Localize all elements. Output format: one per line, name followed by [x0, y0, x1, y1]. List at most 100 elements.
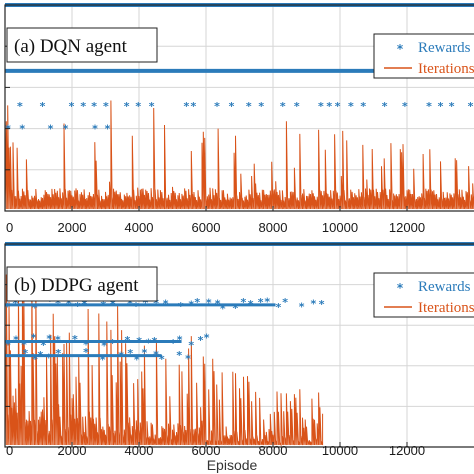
- rewards-point: *: [4, 300, 10, 313]
- rewards-point: *: [204, 332, 210, 345]
- rewards-point: *: [149, 100, 155, 113]
- rewards-point: *: [127, 298, 133, 311]
- panel-title: (b) DDPG agent: [14, 275, 139, 296]
- rewards-point: *: [101, 339, 107, 352]
- panel-title: (a) DQN agent: [14, 36, 128, 57]
- rewards-point: *: [55, 334, 61, 347]
- x-tick-label: 6000: [192, 443, 221, 458]
- legend-iterations-label: Iterations: [418, 61, 474, 77]
- rewards-point: *: [83, 346, 89, 359]
- x-tick-label: 10000: [322, 443, 358, 458]
- rewards-point: *: [159, 353, 165, 366]
- rewards-point: *: [194, 296, 200, 309]
- rewards-point: *: [91, 100, 97, 113]
- legend-rewards-label: Rewards: [418, 279, 471, 295]
- legend-rewards-icon: *: [397, 281, 404, 295]
- panel-dqn: **********************************020004…: [4, 3, 474, 235]
- rewards-point: *: [12, 297, 18, 310]
- rewards-point: *: [170, 337, 176, 350]
- rewards-point: *: [188, 298, 194, 311]
- rewards-point: *: [105, 123, 111, 136]
- x-tick-label: 12000: [389, 220, 425, 235]
- rewards-point: *: [258, 296, 264, 309]
- rewards-point: *: [215, 297, 221, 310]
- rewards-point: *: [75, 300, 81, 313]
- rewards-point: *: [83, 339, 89, 352]
- rewards-point: *: [145, 336, 151, 349]
- x-tick-label: 8000: [259, 220, 288, 235]
- rewards-point: *: [184, 100, 190, 113]
- rewards-point: *: [110, 337, 116, 350]
- rewards-point: *: [124, 100, 130, 113]
- rewards-point: *: [335, 100, 341, 113]
- rewards-point: *: [110, 298, 116, 311]
- rewards-point: *: [134, 353, 140, 366]
- rewards-point: *: [188, 339, 194, 352]
- rewards-point: *: [133, 300, 139, 313]
- panel-title-box: (a) DQN agent: [6, 27, 158, 63]
- rewards-point: *: [127, 347, 133, 360]
- rewards-point: *: [118, 349, 124, 362]
- rewards-point: *: [276, 301, 282, 314]
- rewards-point: *: [82, 298, 88, 311]
- legend: * Rewards Iterations: [373, 33, 474, 79]
- panel-ddpg: * * * * * * * * * * * * * * * * * * * * * * * * * * * * * ** * *** * * * * *…: [4, 242, 474, 473]
- rewards-point: *: [153, 297, 159, 310]
- rewards-point: *: [32, 353, 38, 366]
- rewards-point: *: [360, 100, 366, 113]
- rewards-point: *: [5, 339, 11, 352]
- rewards-point: *: [40, 100, 46, 113]
- rewards-point: *: [13, 334, 19, 347]
- rewards-point: *: [151, 335, 157, 348]
- plot-area: [4, 243, 474, 448]
- rewards-point: *: [80, 100, 86, 113]
- x-tick-label: 4000: [125, 220, 154, 235]
- legend-rewards-icon: *: [397, 42, 404, 56]
- rewards-point: *: [468, 100, 474, 113]
- rewards-point: *: [241, 296, 247, 309]
- x-tick-label: 0: [6, 220, 13, 235]
- rewards-point: *: [153, 348, 159, 361]
- rewards-point: *: [125, 334, 131, 347]
- legend-rewards-label: Rewards: [418, 40, 471, 56]
- rewards-point: *: [402, 100, 408, 113]
- rewards-point: *: [21, 339, 27, 352]
- rewards-point: *: [220, 302, 226, 315]
- x-tick-label: 8000: [259, 443, 288, 458]
- rewards-point: *: [72, 333, 78, 346]
- x-axis: 0 2000 4000 6000 8000 10000 12000: [4, 442, 425, 458]
- rewards-point: *: [280, 100, 286, 113]
- x-axis: 0 2000 4000 6000 8000 10000 12000: [4, 206, 425, 235]
- rewards-point: *: [438, 100, 444, 113]
- rewards-point: *: [163, 298, 169, 311]
- rewards-point: *: [382, 100, 388, 113]
- rewards-point: *: [178, 300, 184, 313]
- rewards-point: *: [264, 295, 270, 308]
- rewards-point: *: [17, 100, 23, 113]
- title-frame: [6, 266, 158, 302]
- rewards-point: *: [37, 349, 43, 362]
- legend-frame: [373, 33, 474, 79]
- rewards-point: *: [185, 353, 191, 366]
- rewards-point: *: [22, 347, 28, 360]
- x-tick-label: 4000: [125, 443, 154, 458]
- rewards-point: *: [32, 301, 38, 314]
- rewards-point: *: [206, 297, 212, 310]
- rewards-point: *: [31, 332, 37, 345]
- rewards-point: *: [136, 335, 142, 348]
- plot-area: [4, 4, 474, 212]
- rewards-point: *: [143, 297, 149, 310]
- rewards-point: *: [294, 100, 300, 113]
- rewards-point: *: [326, 100, 332, 113]
- rewards-point: *: [48, 123, 54, 136]
- legend: * Rewards Iterations: [373, 272, 474, 318]
- rewards-point: *: [19, 123, 25, 136]
- rewards-point: *: [55, 297, 61, 310]
- rewards-point: *: [449, 100, 455, 113]
- rewards-point: *: [198, 334, 204, 347]
- rewards-point: *: [100, 299, 106, 312]
- rewards-point: *: [248, 298, 254, 311]
- rewards-point: *: [258, 100, 264, 113]
- rewards-point: *: [142, 347, 148, 360]
- x-tick-label: 2000: [58, 443, 87, 458]
